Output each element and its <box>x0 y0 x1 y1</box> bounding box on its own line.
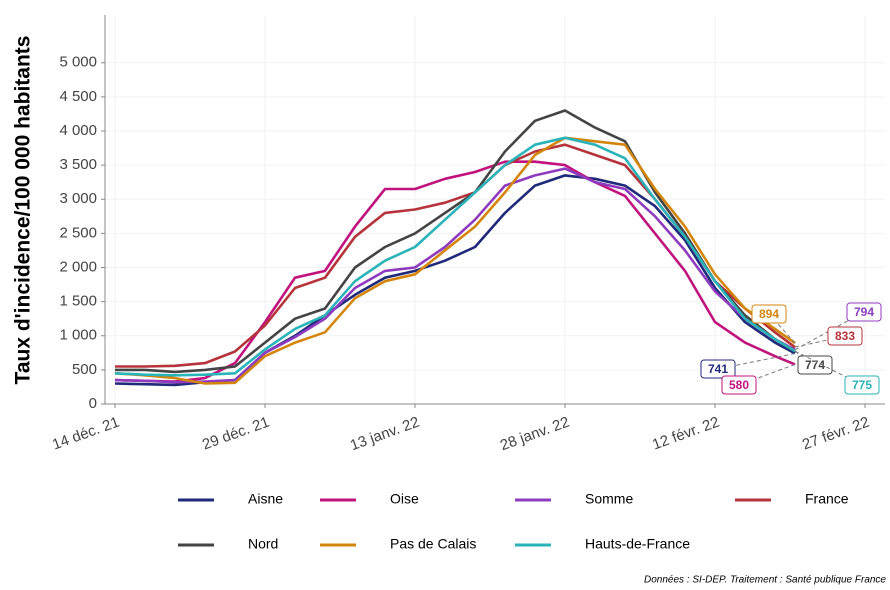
y-tick-label: 3 000 <box>59 190 97 207</box>
series-line <box>114 160 796 383</box>
series-line <box>114 136 796 385</box>
label-box <box>846 302 882 322</box>
data-label: 580 <box>729 378 749 392</box>
data-label: 741 <box>708 362 728 376</box>
data-label: 774 <box>805 358 825 372</box>
label-box <box>797 355 833 375</box>
y-tick-label: 1 000 <box>59 327 97 344</box>
series-line <box>114 136 796 377</box>
label-leader <box>794 350 863 386</box>
data-label: 775 <box>852 378 872 392</box>
y-tick-label: 2 500 <box>59 224 97 241</box>
label-box <box>751 304 787 324</box>
data-label: 894 <box>759 307 779 321</box>
x-tick-label: 29 déc. 21 <box>200 414 272 454</box>
series-line <box>115 109 796 374</box>
caption: Données : SI-DEP. Traitement : Santé pub… <box>644 575 886 586</box>
x-tick-label: 13 janv. 22 <box>348 414 422 455</box>
y-tick-label: 2 000 <box>59 258 97 275</box>
data-label: 794 <box>854 305 874 319</box>
label-box <box>827 326 863 346</box>
legend-label: Aisne <box>248 491 283 507</box>
y-tick-label: 4 000 <box>59 122 97 139</box>
y-tick-label: 3 500 <box>59 156 97 173</box>
series-line <box>114 167 796 384</box>
y-tick-label: 1 500 <box>59 293 97 310</box>
x-tick-label: 14 déc. 21 <box>50 414 122 454</box>
legend-label: Hauts-de-France <box>585 536 690 552</box>
y-tick-label: 4 500 <box>59 88 97 105</box>
x-tick-label: 27 févr. 22 <box>800 414 872 454</box>
y-axis-label: Taux d'incidence/100 000 habitants <box>12 36 35 385</box>
y-tick-label: 0 <box>89 395 97 412</box>
legend-label: Somme <box>585 491 633 507</box>
x-tick-label: 12 févr. 22 <box>650 414 722 454</box>
legend-label: Oise <box>390 491 419 507</box>
y-tick-label: 5 000 <box>59 54 97 71</box>
legend-label: Nord <box>248 536 278 552</box>
label-box <box>844 375 880 395</box>
legend-label: Pas de Calais <box>390 536 476 552</box>
y-tick-label: 500 <box>72 361 97 378</box>
label-box <box>700 359 736 379</box>
data-label: 833 <box>835 329 855 343</box>
label-box <box>721 375 757 395</box>
x-tick-label: 28 janv. 22 <box>498 414 572 455</box>
legend-label: France <box>805 491 849 507</box>
